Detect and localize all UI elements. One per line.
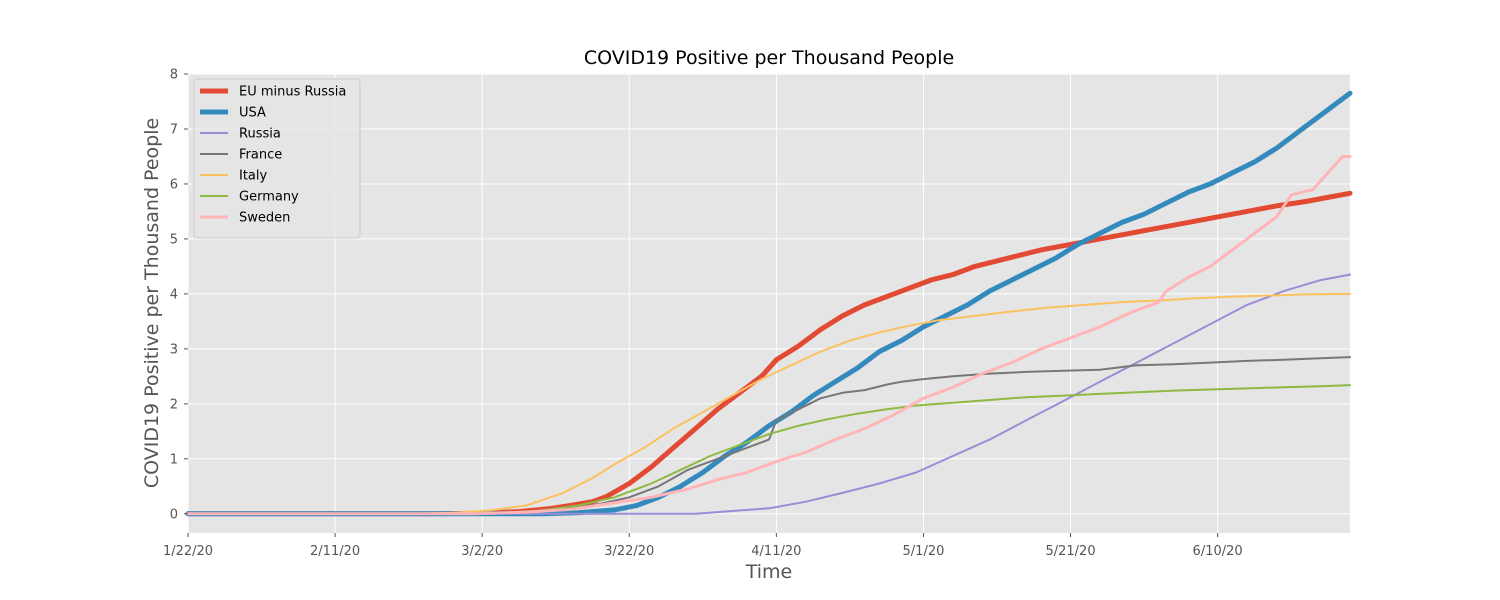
series-line-france xyxy=(187,356,1351,515)
x-tick-label: 4/11/20 xyxy=(751,544,801,559)
y-tick-label: 1 xyxy=(170,452,178,467)
series-line-eu-minus-russia xyxy=(185,190,1353,517)
legend-label: Russia xyxy=(239,127,281,142)
legend-box xyxy=(193,78,361,239)
series-line-sweden xyxy=(186,155,1352,516)
x-tick-label: 6/10/20 xyxy=(1193,544,1243,559)
x-tick-label: 5/1/20 xyxy=(903,544,945,559)
legend: EU minus Russia USA Russia France Italy Germa… xyxy=(193,78,361,239)
y-axis-ticks: 0 1 2 3 4 5 6 7 8 xyxy=(170,68,188,522)
legend-label: USA xyxy=(239,106,266,121)
x-tick-label: 3/22/20 xyxy=(604,544,654,559)
x-tick-label: 3/2/20 xyxy=(461,544,503,559)
legend-label: Sweden xyxy=(239,211,290,226)
y-tick-label: 4 xyxy=(170,287,178,302)
x-tick-label: 2/11/20 xyxy=(310,544,360,559)
x-axis-ticks: 1/22/20 2/11/20 3/2/20 3/22/20 4/11/20 5/1/20… xyxy=(163,533,1243,559)
y-tick-label: 8 xyxy=(170,68,178,83)
legend-label: Italy xyxy=(239,169,268,184)
y-tick-label: 0 xyxy=(170,507,178,522)
series-line-russia xyxy=(187,273,1351,515)
y-tick-label: 6 xyxy=(170,177,178,192)
x-tick-label: 5/21/20 xyxy=(1045,544,1095,559)
legend-label: Germany xyxy=(239,190,299,205)
y-tick-label: 5 xyxy=(170,232,178,247)
y-tick-label: 3 xyxy=(170,342,178,357)
y-tick-label: 7 xyxy=(170,122,178,137)
y-tick-label: 2 xyxy=(170,397,178,412)
legend-label: France xyxy=(239,148,282,163)
x-axis-title: Time xyxy=(745,561,793,583)
x-tick-label: 1/22/20 xyxy=(163,544,213,559)
legend-label: EU minus Russia xyxy=(239,85,346,100)
y-axis-title: COVID19 Positive per Thousand People xyxy=(141,118,163,488)
series-line-germany xyxy=(187,384,1351,515)
series-line-italy xyxy=(187,292,1351,515)
series-line-usa xyxy=(185,90,1353,517)
series-lines xyxy=(185,90,1353,517)
chart-title: COVID19 Positive per Thousand People xyxy=(584,47,954,69)
